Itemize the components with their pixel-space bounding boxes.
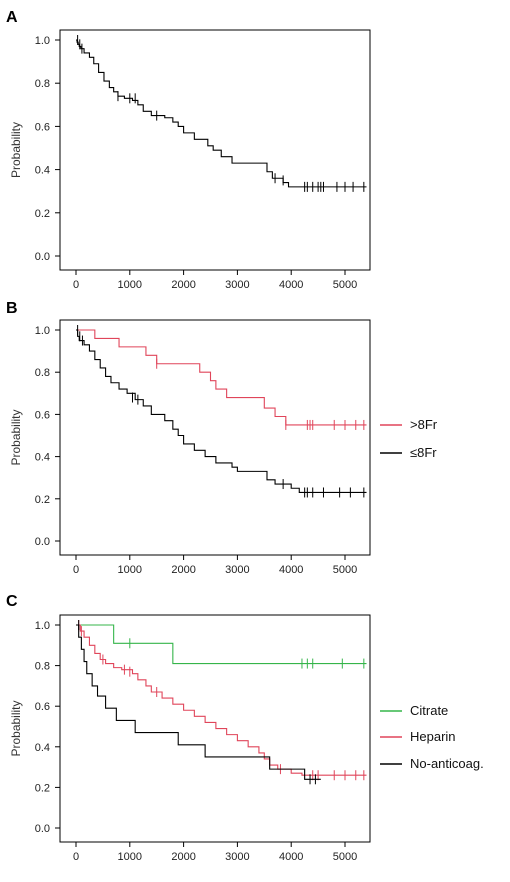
y-axis-label: Probability (9, 700, 23, 756)
legend-label: ≤8Fr (410, 445, 437, 460)
y-tick-label: 0.0 (35, 823, 50, 835)
y-axis-label: Probability (9, 122, 23, 178)
km-curve-no-anticoag- (76, 624, 321, 780)
x-tick-label: 3000 (225, 279, 249, 291)
legend-label: Heparin (410, 729, 456, 744)
x-tick-label: 5000 (333, 279, 357, 291)
panel-c: C Probability 0.0 0.2 0.4 0.6 0.8 1.0 0 1000 2000 3… (6, 593, 484, 863)
km-curve--8fr (76, 329, 367, 426)
x-tick-label: 0 (73, 851, 79, 863)
y-tick-label: 0.4 (35, 452, 50, 464)
y-tick-label: 0.2 (35, 208, 50, 220)
x-tick-label: 3000 (225, 851, 249, 863)
y-tick-label: 0.8 (35, 78, 50, 90)
y-tick-label: 0.6 (35, 121, 50, 133)
y-axis-label: Probability (9, 409, 23, 465)
panel-b: B Probability 0.0 0.2 0.4 0.6 0.8 1.0 0 1000 2000 3… (6, 300, 438, 576)
x-tick-label: 4000 (279, 564, 303, 576)
y-tick-label: 0.4 (35, 165, 50, 177)
x-tick-label: 2000 (171, 279, 195, 291)
x-tick-label: 4000 (279, 279, 303, 291)
y-tick-label: 0.6 (35, 701, 50, 713)
x-tick-label: 0 (73, 564, 79, 576)
panel-label: C (6, 593, 18, 610)
plot-frame (59, 319, 371, 556)
legend-label: No-anticoag. (410, 756, 484, 771)
x-tick-label: 2000 (171, 851, 195, 863)
y-tick-label: 0.0 (35, 536, 50, 548)
y-tick-label: 1.0 (35, 35, 50, 47)
y-tick-label: 0.6 (35, 409, 50, 421)
x-tick-label: 5000 (333, 564, 357, 576)
y-tick-label: 0.4 (35, 742, 50, 754)
y-tick-label: 0.8 (35, 367, 50, 379)
x-tick-label: 0 (73, 279, 79, 291)
y-tick-label: 0.8 (35, 661, 50, 673)
y-tick-label: 0.2 (35, 782, 50, 794)
y-tick-label: 1.0 (35, 620, 50, 632)
legend-label: Citrate (410, 703, 448, 718)
km-curve-citrate (76, 624, 367, 665)
y-tick-label: 1.0 (35, 325, 50, 337)
x-tick-label: 4000 (279, 851, 303, 863)
km-curve-heparin (76, 624, 367, 776)
x-tick-label: 3000 (225, 564, 249, 576)
panel-a: A Probability 0.0 0.2 0.4 0.6 0.8 1.0 0 1000 2000 3… (6, 9, 371, 291)
plot-frame (59, 614, 371, 843)
x-tick-label: 1000 (118, 564, 142, 576)
x-tick-label: 5000 (333, 851, 357, 863)
panel-label: B (6, 300, 18, 317)
plot-frame (59, 29, 371, 271)
km-curve-overall (76, 39, 367, 188)
x-tick-label: 1000 (118, 279, 142, 291)
km-curve--8fr (76, 329, 367, 494)
y-tick-label: 0.0 (35, 251, 50, 263)
panel-label: A (6, 9, 18, 26)
y-tick-label: 0.2 (35, 494, 50, 506)
legend-label: >8Fr (410, 417, 438, 432)
x-tick-label: 2000 (171, 564, 195, 576)
x-tick-label: 1000 (118, 851, 142, 863)
